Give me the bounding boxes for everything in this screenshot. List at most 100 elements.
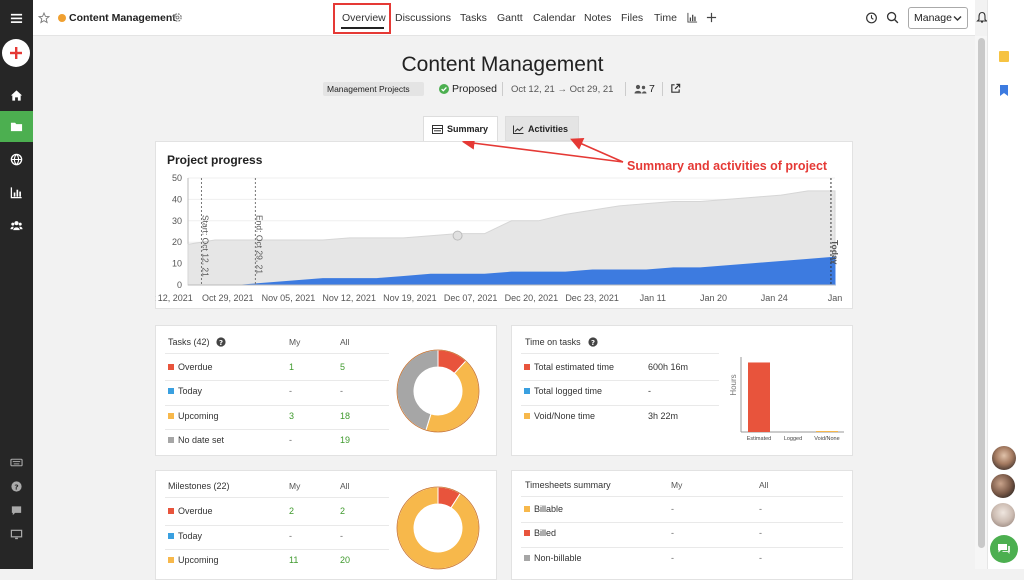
- bookmark-icon[interactable]: [999, 84, 1009, 97]
- tab-reports-icon[interactable]: [687, 12, 698, 23]
- y-tick-label: 0: [177, 280, 182, 290]
- row-divider: [165, 524, 389, 526]
- bar-estimated[interactable]: [748, 362, 770, 432]
- row-label-text: Upcoming: [178, 410, 219, 421]
- row-all-value: 20: [340, 555, 351, 565]
- tab-discussions[interactable]: Discussions: [395, 12, 452, 24]
- x-tick-label: Nov 05, 2021: [262, 293, 316, 303]
- legend-square: [524, 530, 530, 537]
- row-divider: [521, 353, 719, 354]
- search-icon[interactable]: [886, 11, 899, 24]
- timer-icon[interactable]: [865, 11, 878, 24]
- row-all-value: 19: [340, 434, 351, 445]
- manage-label: Manage: [914, 12, 952, 24]
- reports-icon[interactable]: [0, 177, 33, 207]
- row-all-value: 5: [340, 362, 346, 372]
- row-divider: [165, 549, 389, 550]
- y-tick-label: 20: [172, 237, 182, 247]
- tab-time[interactable]: Time: [654, 12, 677, 24]
- member-avatar-1[interactable]: [992, 446, 1016, 470]
- svg-text:?: ?: [219, 339, 223, 347]
- y-tick-label: 40: [172, 194, 182, 204]
- legend-square: [524, 506, 530, 512]
- chevron-down-icon: [953, 16, 962, 21]
- tab-activities[interactable]: Activities: [505, 116, 579, 141]
- legend-square: [168, 364, 174, 370]
- row-label: No date set: [168, 435, 224, 445]
- row-my-value: -: [289, 386, 292, 397]
- y-tick-label: 30: [172, 216, 182, 226]
- member-avatar-3[interactable]: [991, 503, 1015, 527]
- chat-bubble-icon[interactable]: [990, 535, 1018, 563]
- row-label-text: Total logged time: [534, 386, 603, 397]
- area-series-1: [187, 190, 836, 286]
- row-all-value: -: [759, 528, 762, 539]
- add-tab-icon[interactable]: [706, 12, 717, 23]
- tasks-title: Tasks (42): [168, 337, 210, 347]
- tab-overview[interactable]: Overview: [342, 12, 386, 24]
- bell-icon[interactable]: [976, 11, 988, 24]
- legend-square: [524, 412, 530, 419]
- row-label-text: Billable: [534, 504, 564, 514]
- row-my-value: 3: [289, 410, 295, 421]
- help-circle-icon[interactable]: ?: [588, 337, 598, 347]
- time-title: Time on tasks: [525, 337, 581, 347]
- tab-summary[interactable]: Summary: [423, 116, 498, 141]
- row-divider: [165, 497, 389, 498]
- row-all-value: -: [340, 386, 343, 397]
- legend-square: [168, 412, 174, 419]
- x-tick-label: Dec 20, 2021: [505, 293, 559, 303]
- menu-icon[interactable]: [0, 3, 33, 33]
- row-label-text: Today: [178, 530, 203, 541]
- sticky-note-icon[interactable]: [999, 51, 1009, 62]
- external-link-icon[interactable]: [670, 83, 681, 94]
- row-label: Total logged time: [524, 386, 602, 396]
- help-circle-icon[interactable]: ?: [216, 337, 226, 347]
- member-avatar-2[interactable]: [991, 474, 1015, 498]
- scrollbar-thumb[interactable]: [978, 38, 985, 548]
- timesheets-title: Timesheets summary: [525, 480, 611, 490]
- monitor-icon[interactable]: [0, 519, 33, 549]
- activity-chart-icon: [513, 125, 524, 134]
- tab-tasks[interactable]: Tasks: [460, 12, 487, 24]
- help-icon[interactable]: ?: [0, 471, 33, 501]
- divider: [662, 82, 663, 96]
- timesheets-col-my: My: [671, 480, 683, 490]
- x-tick-label: Jan 11: [640, 293, 666, 303]
- tab-calendar[interactable]: Calendar: [533, 12, 576, 24]
- divider: [502, 82, 503, 96]
- donut-slice-upcoming[interactable]: [396, 486, 480, 570]
- tab-gantt[interactable]: Gantt: [497, 12, 523, 24]
- hover-point[interactable]: [452, 230, 463, 241]
- row-my-value: 1: [289, 362, 295, 372]
- keyboard-icon[interactable]: [0, 447, 33, 477]
- annotation-label: Summary and activities of project: [627, 159, 828, 173]
- folder-icon[interactable]: [0, 111, 33, 142]
- manage-dropdown[interactable]: Manage: [908, 7, 968, 29]
- tab-files[interactable]: Files: [621, 12, 644, 24]
- row-divider: [521, 404, 719, 406]
- project-color-dot: [58, 14, 66, 22]
- chat-icon[interactable]: [0, 495, 33, 525]
- milestones-donut-chart: [396, 486, 480, 570]
- annotation-arrows: [461, 136, 624, 163]
- milestones-col-all: All: [340, 481, 350, 491]
- tab-summary-label: Summary: [447, 124, 489, 134]
- row-my-value: -: [289, 434, 292, 445]
- row-label-text: Billed: [534, 528, 557, 539]
- star-icon[interactable]: [38, 12, 50, 24]
- globe-icon[interactable]: [0, 144, 33, 174]
- tab-notes[interactable]: Notes: [584, 12, 612, 24]
- row-label: Total estimated time: [524, 362, 614, 372]
- home-icon[interactable]: [0, 80, 33, 110]
- row-all-value: 2: [340, 506, 346, 516]
- team-icon[interactable]: [0, 210, 33, 240]
- row-divider: [165, 353, 389, 354]
- x-tick-label: Jan 24: [761, 293, 788, 303]
- bar-void-none[interactable]: [816, 431, 838, 432]
- add-icon[interactable]: [2, 39, 30, 67]
- marker-label: Start: Oct 12, 21: [200, 215, 210, 277]
- row-label: Non-billable: [524, 553, 582, 563]
- settings-icon[interactable]: [172, 12, 183, 23]
- svg-text:?: ?: [14, 482, 18, 491]
